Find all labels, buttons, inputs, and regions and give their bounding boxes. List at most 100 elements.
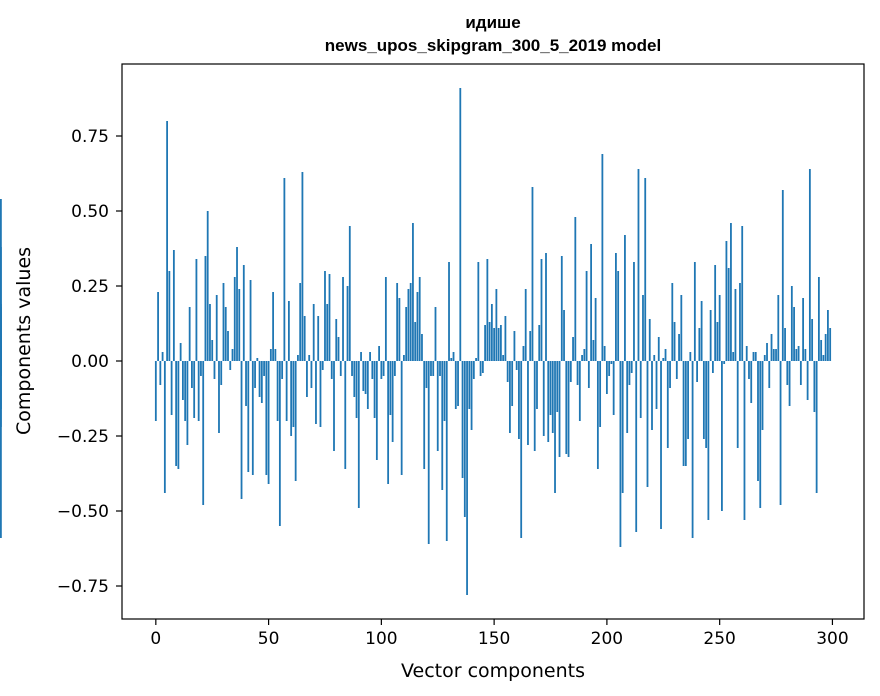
bar <box>191 361 193 388</box>
bar <box>513 331 516 361</box>
bar <box>297 355 299 361</box>
bar <box>687 361 689 439</box>
bar <box>188 307 191 361</box>
bar <box>777 295 780 361</box>
bar <box>384 277 387 361</box>
bar <box>263 361 265 376</box>
bar <box>382 361 385 376</box>
bar <box>590 244 592 361</box>
x-tick-label: 300 <box>816 629 848 649</box>
bar <box>168 271 171 361</box>
bar <box>693 262 696 361</box>
bar <box>709 310 712 361</box>
bar <box>317 316 320 361</box>
bar <box>619 361 622 547</box>
bar <box>504 316 507 361</box>
bar <box>624 235 626 361</box>
bar <box>615 253 617 361</box>
bar <box>369 352 371 361</box>
bar <box>195 259 198 361</box>
bar <box>515 361 518 370</box>
bar <box>678 334 680 361</box>
bar <box>0 361 2 409</box>
bar <box>353 361 356 397</box>
bar <box>569 361 572 382</box>
bar <box>763 355 766 361</box>
bar <box>355 361 358 418</box>
bar <box>294 361 297 481</box>
bar <box>258 361 261 397</box>
bar <box>815 361 818 493</box>
bar <box>527 361 529 445</box>
bar <box>707 361 710 520</box>
bar <box>565 361 568 454</box>
bar <box>542 361 545 436</box>
bar <box>319 361 322 427</box>
bar <box>184 361 187 421</box>
bar <box>472 361 475 379</box>
y-tick-label: −0.25 <box>57 427 109 447</box>
bar <box>389 361 392 415</box>
bar <box>211 340 214 361</box>
bar <box>748 361 750 379</box>
bar <box>272 292 274 361</box>
bar <box>664 349 667 361</box>
bar <box>373 361 376 418</box>
bar <box>416 292 419 361</box>
bar <box>450 358 453 361</box>
y-tick-label: 0.25 <box>71 277 109 297</box>
bar <box>301 172 304 361</box>
bar <box>427 361 430 544</box>
bar <box>328 274 331 361</box>
bar <box>538 325 541 361</box>
bar <box>281 361 284 379</box>
bar <box>754 352 757 361</box>
bar <box>660 361 662 529</box>
bar <box>752 352 755 361</box>
bar <box>290 361 293 436</box>
bar <box>274 349 277 361</box>
bar <box>378 346 380 361</box>
bar <box>170 361 173 415</box>
bar <box>475 358 477 361</box>
bar <box>784 328 786 361</box>
bar <box>375 361 378 460</box>
bar <box>554 361 556 493</box>
bar <box>540 259 543 361</box>
bar <box>705 361 708 448</box>
bar <box>621 361 624 493</box>
bar <box>574 217 577 361</box>
bar <box>470 361 473 430</box>
bar <box>533 361 536 451</box>
bar <box>718 295 721 361</box>
x-tick-label: 50 <box>258 629 280 649</box>
bar <box>698 328 701 361</box>
bar <box>265 361 268 475</box>
bar <box>509 361 511 433</box>
x-tick-label: 200 <box>591 629 623 649</box>
bar <box>159 361 162 385</box>
bar <box>675 361 678 379</box>
bar <box>287 301 290 361</box>
bar <box>829 328 832 361</box>
bar <box>633 262 635 361</box>
bar <box>175 361 178 466</box>
bar <box>407 289 410 361</box>
bar <box>493 328 496 361</box>
bar <box>267 361 270 484</box>
bar <box>254 361 256 388</box>
bar <box>639 361 642 418</box>
bar <box>233 277 236 361</box>
bar <box>506 361 509 382</box>
bar <box>567 361 570 457</box>
bar <box>285 361 288 421</box>
bar <box>441 361 444 490</box>
bar <box>260 361 263 403</box>
bar <box>405 307 408 361</box>
bar <box>335 319 338 361</box>
bar <box>655 361 658 409</box>
bar <box>166 121 168 361</box>
bar <box>635 361 638 532</box>
